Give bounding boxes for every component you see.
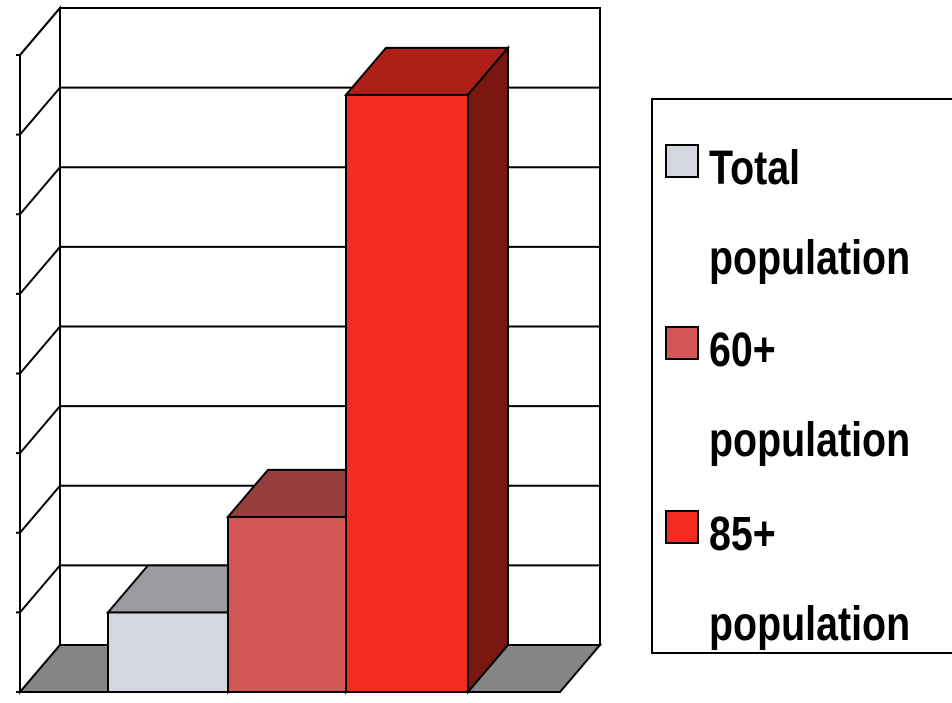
chart-legend: Total population 60+ population 85+ popu… <box>651 98 952 654</box>
legend-swatch-total <box>665 144 699 178</box>
gridline-side <box>19 564 61 614</box>
bar-side-face <box>467 45 509 695</box>
gridline-side <box>19 166 61 215</box>
chart-bars <box>105 45 511 695</box>
bar-front-face <box>345 93 469 693</box>
gridline-side <box>19 86 61 136</box>
legend-swatch-85plus <box>665 510 699 544</box>
gridline-side <box>19 246 61 295</box>
legend-label-60plus: 60+ population <box>709 324 911 467</box>
legend-label-total: Total population <box>709 142 911 285</box>
gridline-side <box>19 7 61 56</box>
gridline-side <box>19 325 61 375</box>
bar-front-face <box>107 611 229 693</box>
bar-3 <box>343 45 511 695</box>
legend-swatch-60plus <box>665 326 699 360</box>
chart-plot <box>16 5 603 695</box>
bar-front-face <box>227 515 347 694</box>
gridline-side <box>19 485 61 534</box>
legend-label-85plus: 85+ population <box>709 508 911 651</box>
gridline-side <box>19 405 61 454</box>
